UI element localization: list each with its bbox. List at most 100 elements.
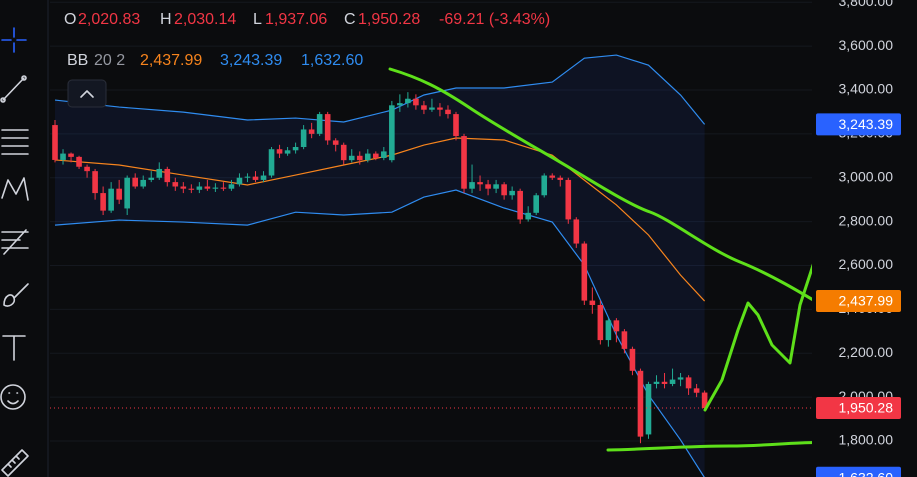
y-tick-label: 3,600.00 bbox=[839, 37, 894, 53]
y-tick-label: 3,400.00 bbox=[839, 81, 894, 97]
candle-body bbox=[252, 176, 259, 180]
emoji-icon[interactable] bbox=[0, 384, 26, 410]
indicator-value: 1,632.60 bbox=[301, 52, 363, 69]
ohlc-value: 1,950.28 bbox=[358, 11, 420, 28]
band-middle bbox=[54, 137, 706, 302]
candle-body bbox=[332, 140, 339, 145]
price-tag bbox=[816, 466, 901, 477]
candle-body bbox=[196, 186, 203, 190]
candle-body bbox=[364, 153, 371, 161]
candle-body bbox=[260, 175, 267, 180]
candle-body bbox=[701, 392, 708, 409]
collapse-button-box[interactable] bbox=[67, 79, 107, 108]
candle-body bbox=[148, 177, 155, 180]
candle-body bbox=[244, 176, 251, 178]
candle-body bbox=[132, 177, 138, 187]
indicator-params: 20 2 bbox=[94, 52, 125, 69]
candle-body bbox=[204, 186, 211, 189]
candle-body bbox=[613, 320, 620, 332]
trendline-icon[interactable] bbox=[0, 75, 27, 103]
candle-body bbox=[533, 195, 539, 213]
emoji-face bbox=[7, 392, 19, 405]
candle-body bbox=[669, 379, 676, 384]
candle-body bbox=[421, 105, 427, 110]
ohlc-key: L bbox=[253, 11, 262, 28]
candle-body bbox=[405, 98, 411, 104]
candle-body bbox=[68, 153, 74, 157]
candle-body bbox=[180, 186, 187, 189]
ohlc-value: 2,030.14 bbox=[174, 11, 236, 28]
crosshair-icon[interactable] bbox=[1, 27, 27, 53]
pattern-tool[interactable] bbox=[1, 177, 29, 201]
candles bbox=[52, 92, 708, 444]
indicator-legend: BB 20 2 2,437.99 3,243.39 1,632.60 bbox=[67, 52, 363, 69]
candle-body bbox=[212, 187, 219, 189]
candle-body bbox=[693, 388, 700, 393]
candle-body bbox=[292, 147, 299, 151]
price-tag-label: 2,437.99 bbox=[839, 293, 894, 309]
indicator-name: BB bbox=[67, 52, 88, 69]
candle-body bbox=[493, 184, 499, 189]
candle-body bbox=[677, 377, 684, 380]
candle-body bbox=[501, 184, 507, 196]
ohlc-key: O bbox=[64, 11, 76, 28]
candle-body bbox=[140, 179, 147, 187]
candle-body bbox=[228, 184, 235, 189]
ohlc-value: 1,937.06 bbox=[265, 11, 327, 28]
brush-tool[interactable] bbox=[3, 283, 29, 307]
candle-body bbox=[389, 105, 395, 161]
ruler-icon[interactable] bbox=[1, 449, 29, 477]
candle-body bbox=[116, 188, 122, 200]
candle-body bbox=[565, 179, 572, 220]
candle-body bbox=[685, 377, 692, 389]
price-tag bbox=[816, 397, 901, 420]
candle-body bbox=[100, 193, 106, 211]
fib-tool[interactable] bbox=[1, 129, 29, 155]
candle-body bbox=[76, 156, 82, 167]
change: -69.21 (-3.43%) bbox=[439, 11, 550, 28]
forecast-tool[interactable] bbox=[1, 229, 29, 255]
band-upper bbox=[54, 54, 706, 125]
candle-body bbox=[437, 107, 443, 110]
forecast-icon[interactable] bbox=[1, 229, 29, 255]
candle-body bbox=[92, 171, 98, 194]
ohlc-header: O 2,020.83 H 2,030.14 L 1,937.06 C 1,950… bbox=[64, 11, 550, 28]
candle-body bbox=[268, 149, 275, 176]
candle-body bbox=[485, 184, 491, 189]
y-tick-label: 2,200.00 bbox=[839, 344, 894, 360]
collapse-button[interactable] bbox=[67, 79, 107, 108]
candle-body bbox=[453, 114, 459, 137]
candle-body bbox=[637, 370, 644, 437]
crosshair-tool[interactable] bbox=[1, 27, 27, 53]
candle-body bbox=[381, 151, 387, 158]
candle-body bbox=[429, 107, 435, 110]
candle-body bbox=[621, 331, 628, 349]
candle-body bbox=[477, 182, 483, 185]
candle-body bbox=[461, 136, 467, 189]
brush-icon[interactable] bbox=[3, 283, 29, 307]
band-fill bbox=[55, 55, 705, 477]
candle-body bbox=[124, 177, 130, 209]
fib-icon[interactable] bbox=[1, 129, 29, 155]
y-tick-label: 1,800.00 bbox=[839, 432, 894, 448]
toolbar bbox=[0, 0, 49, 477]
emoji-tool[interactable] bbox=[0, 384, 26, 410]
candle-body bbox=[324, 114, 331, 141]
candle-body bbox=[356, 155, 363, 161]
ohlc-key: H bbox=[160, 11, 172, 28]
candle-body bbox=[645, 383, 652, 435]
candle-body bbox=[340, 144, 347, 161]
candle-body bbox=[236, 177, 243, 185]
ruler-tool[interactable] bbox=[1, 449, 29, 477]
candle-body bbox=[517, 190, 523, 220]
indicator-value: 2,437.99 bbox=[140, 52, 202, 69]
candle-body bbox=[84, 166, 90, 172]
text-icon[interactable] bbox=[2, 335, 26, 361]
pattern-icon[interactable] bbox=[1, 177, 29, 201]
text-tool[interactable] bbox=[2, 335, 26, 361]
trendline-tool[interactable] bbox=[0, 75, 27, 103]
candle-body bbox=[413, 98, 419, 106]
price-tag-label: 1,632.60 bbox=[839, 469, 894, 477]
candle-body bbox=[60, 153, 66, 160]
